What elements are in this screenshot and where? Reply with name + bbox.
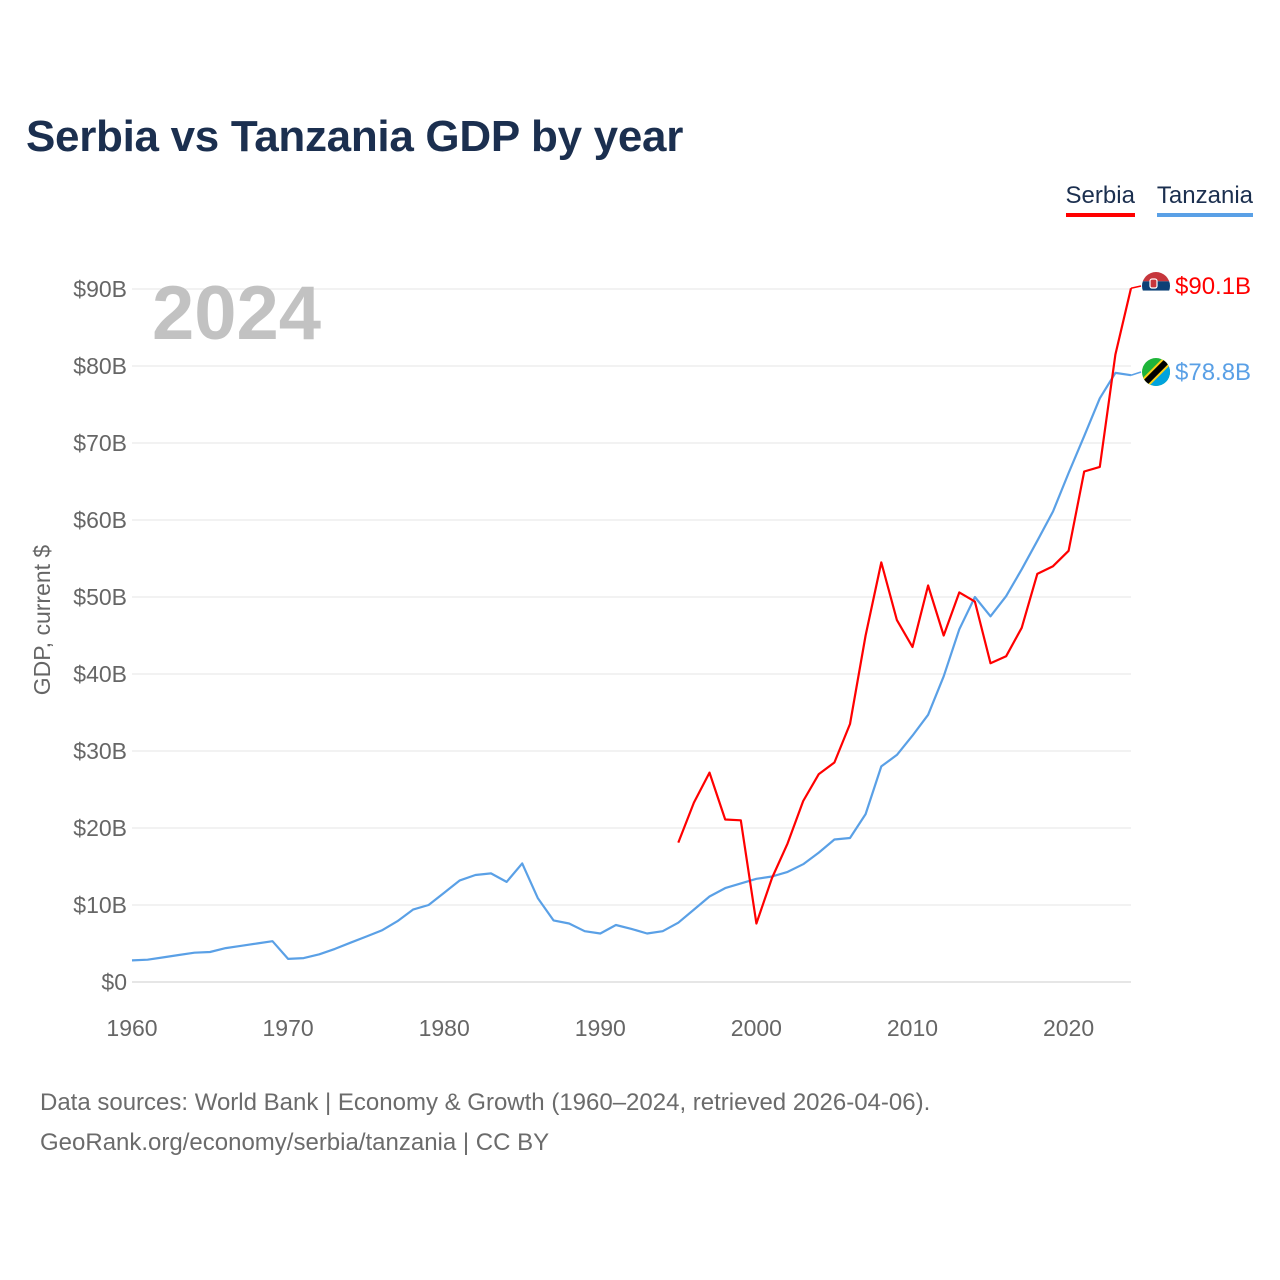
end-label-tanzania: $78.8B xyxy=(1175,359,1251,386)
y-tick-label: $80B xyxy=(73,353,127,379)
legend-item-serbia[interactable]: Serbia xyxy=(1065,182,1135,217)
footer-attribution[interactable]: GeoRank.org/economy/serbia/tanzania | CC… xyxy=(40,1129,550,1156)
serbia-flag-icon xyxy=(1142,272,1170,300)
chart-title: Serbia vs Tanzania GDP by year xyxy=(26,112,684,161)
y-tick-label: $70B xyxy=(73,430,127,456)
y-tick-label: $20B xyxy=(73,815,127,841)
x-axis-ticks: 1960 1970 1980 1990 2000 2010 2020 xyxy=(106,1015,1094,1041)
end-label-serbia: $90.1B xyxy=(1175,273,1251,300)
end-connector-serbia xyxy=(1130,285,1142,289)
y-tick-label: $90B xyxy=(73,276,127,302)
y-tick-label: $10B xyxy=(73,892,127,918)
x-tick-label: 2010 xyxy=(887,1015,938,1041)
y-tick-label: $50B xyxy=(73,584,127,610)
footer-source: Data sources: World Bank | Economy & Gro… xyxy=(40,1089,931,1116)
series-end-labels: $90.1B $78.8B xyxy=(1130,272,1251,386)
gridlines xyxy=(132,288,1131,983)
x-tick-label: 1980 xyxy=(419,1015,470,1041)
y-axis-label: GDP, current $ xyxy=(29,545,55,696)
series-line-serbia[interactable] xyxy=(677,287,1133,925)
y-tick-label: $30B xyxy=(73,738,127,764)
series-line-tanzania[interactable] xyxy=(131,371,1132,962)
year-watermark: 2024 xyxy=(152,271,321,356)
footer: Data sources: World Bank | Economy & Gro… xyxy=(40,1083,930,1163)
x-tick-label: 2020 xyxy=(1043,1015,1094,1041)
x-tick-label: 2000 xyxy=(731,1015,782,1041)
end-connector-tanzania xyxy=(1130,371,1142,376)
legend-item-tanzania[interactable]: Tanzania xyxy=(1156,182,1253,217)
x-tick-label: 1960 xyxy=(106,1015,157,1041)
y-axis-ticks: $0 $10B $20B $30B $40B $50B $60B $70B $80B $90B xyxy=(73,276,127,995)
x-tick-label: 1990 xyxy=(575,1015,626,1041)
series-lines xyxy=(131,287,1133,962)
y-tick-label: $60B xyxy=(73,507,127,533)
legend: Serbia Tanzania xyxy=(1065,182,1253,217)
x-tick-label: 1970 xyxy=(263,1015,314,1041)
y-tick-label: $0 xyxy=(101,969,127,995)
tanzania-flag-icon xyxy=(1142,358,1170,386)
y-tick-label: $40B xyxy=(73,661,127,687)
